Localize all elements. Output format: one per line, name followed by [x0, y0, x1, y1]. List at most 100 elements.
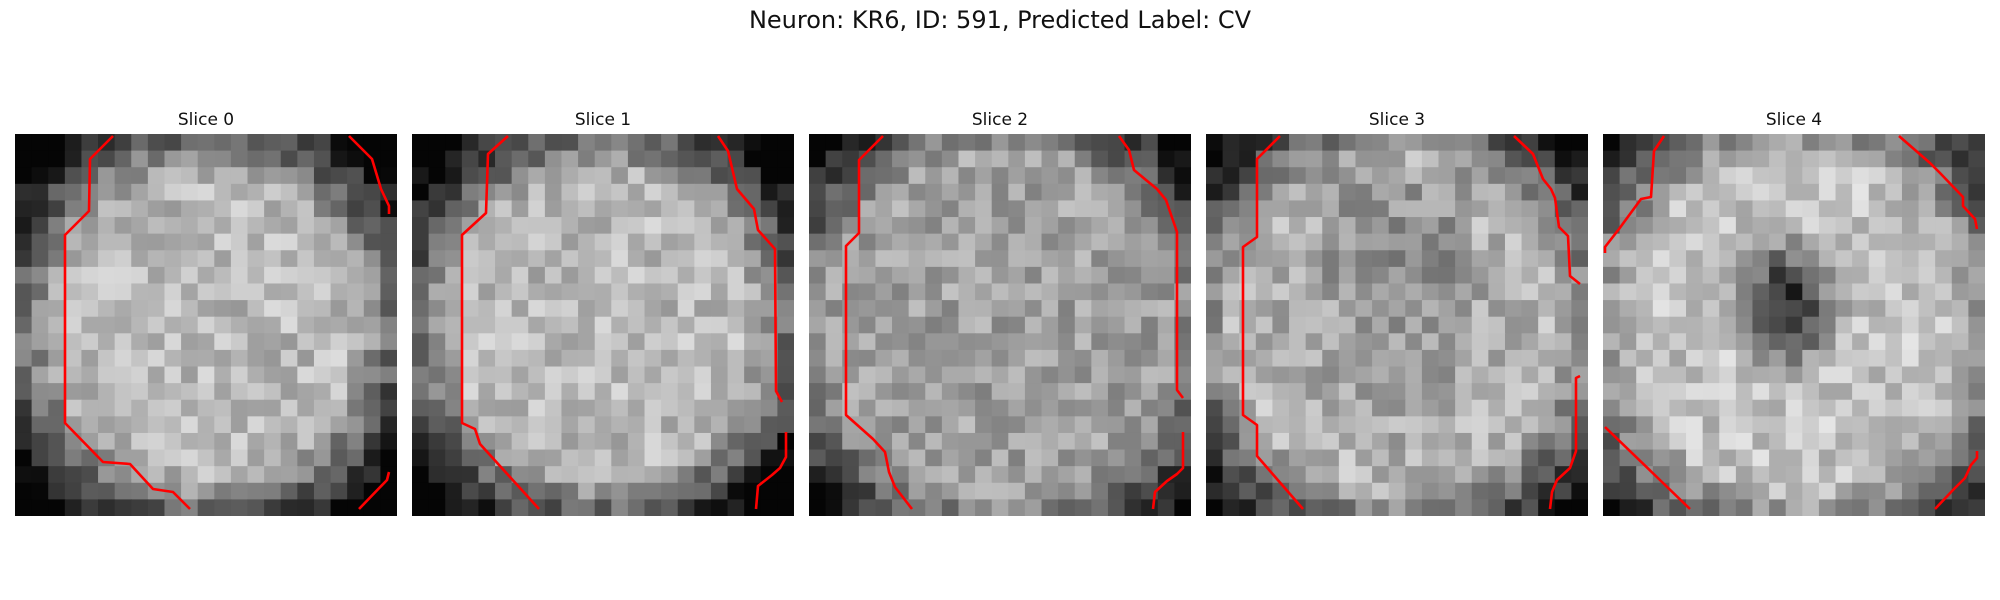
pixel	[578, 217, 596, 235]
pixel	[1255, 482, 1274, 500]
pixel	[264, 432, 282, 451]
pixel	[1338, 383, 1357, 401]
pixel	[1571, 366, 1588, 384]
pixel	[412, 150, 430, 168]
pixel	[528, 432, 546, 451]
pixel	[1421, 250, 1440, 268]
pixel	[48, 333, 66, 351]
pixel	[975, 449, 993, 467]
pixel	[1619, 383, 1637, 401]
pixel	[1438, 432, 1456, 451]
pixel	[1719, 349, 1737, 368]
pixel	[1455, 200, 1473, 218]
pixel	[64, 349, 83, 368]
pixel	[710, 266, 729, 285]
pixel	[1885, 333, 1903, 351]
pixel	[1058, 183, 1076, 202]
pixel	[313, 366, 332, 384]
pixel	[1206, 167, 1224, 185]
pixel	[1305, 167, 1323, 185]
pixel	[347, 283, 365, 301]
pixel	[197, 183, 215, 202]
pixel	[1372, 300, 1390, 318]
pixel	[1388, 300, 1406, 318]
pixel	[1885, 416, 1903, 434]
pixel	[98, 399, 116, 417]
pixel	[1818, 466, 1837, 484]
pixel	[1636, 200, 1654, 218]
pixel	[428, 466, 446, 484]
pixel	[247, 333, 265, 351]
pixel	[1322, 316, 1340, 334]
pixel	[380, 432, 397, 451]
pixel	[710, 366, 729, 384]
pixel	[892, 183, 910, 202]
pixel	[1686, 383, 1704, 401]
pixel	[1702, 316, 1720, 334]
pixel	[1603, 432, 1621, 451]
pixel	[15, 283, 33, 301]
pixel	[81, 399, 99, 417]
pixel	[1868, 316, 1886, 334]
pixel	[544, 482, 563, 500]
pixel	[1702, 349, 1720, 368]
pixel	[644, 167, 662, 185]
pixel	[1421, 432, 1440, 451]
pixel	[1702, 466, 1720, 484]
pixel	[1852, 200, 1870, 218]
pixel	[991, 250, 1009, 268]
pixel	[1141, 466, 1159, 484]
pixel	[1174, 349, 1191, 368]
pixel	[330, 466, 348, 484]
pixel	[478, 266, 496, 285]
pixel	[1636, 416, 1654, 434]
pixel	[627, 416, 646, 434]
pixel	[1206, 399, 1224, 417]
pixel	[280, 349, 298, 368]
pixel	[1421, 300, 1440, 318]
pixel	[1571, 466, 1588, 484]
pixel	[1405, 183, 1423, 202]
pixel	[809, 250, 827, 268]
pixel	[1488, 482, 1506, 500]
pixel	[1338, 333, 1357, 351]
pixel	[975, 150, 993, 168]
pixel	[1141, 266, 1159, 285]
pixel	[147, 416, 166, 434]
pixel	[1141, 366, 1159, 384]
pixel	[1702, 283, 1720, 301]
pixel	[347, 250, 365, 268]
pixel	[1074, 167, 1092, 185]
pixel	[31, 316, 49, 334]
pixel	[15, 416, 33, 434]
pixel	[1222, 233, 1240, 251]
pixel	[1206, 449, 1224, 467]
pixel	[64, 499, 83, 516]
pixel	[594, 134, 612, 152]
pixel	[661, 449, 679, 467]
pixel	[1504, 217, 1523, 235]
pixel	[627, 167, 646, 185]
pixel	[941, 134, 960, 152]
pixel	[661, 416, 679, 434]
pixel	[1901, 416, 1920, 434]
pixel	[1438, 466, 1456, 484]
pixel	[1835, 134, 1853, 152]
pixel	[561, 349, 579, 368]
pixel	[247, 366, 265, 384]
pixel	[31, 416, 49, 434]
pixel	[330, 200, 348, 218]
pixel	[1239, 482, 1257, 500]
pixel	[147, 167, 166, 185]
pixel	[1405, 432, 1423, 451]
pixel	[1091, 283, 1109, 301]
pixel	[428, 233, 446, 251]
pixel	[908, 482, 926, 500]
pixel	[875, 266, 893, 285]
pixel	[1024, 233, 1043, 251]
pixel	[1107, 266, 1126, 285]
pixel	[1619, 167, 1637, 185]
pixel	[114, 217, 132, 235]
pixel	[1024, 499, 1043, 516]
pixel	[1041, 134, 1059, 152]
